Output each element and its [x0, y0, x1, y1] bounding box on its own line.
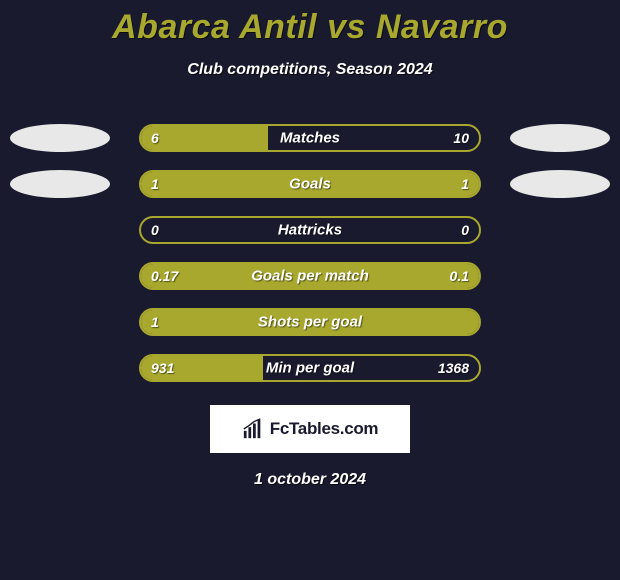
chart-icon [242, 418, 264, 440]
branding-badge: FcTables.com [210, 405, 410, 453]
page-subtitle: Club competitions, Season 2024 [0, 61, 620, 79]
stat-bar-track: Min per goal9311368 [139, 354, 481, 382]
stat-value-right: 1368 [438, 360, 469, 376]
stat-row: Shots per goal1 [0, 299, 620, 345]
stat-row: Goals per match0.170.1 [0, 253, 620, 299]
player-left-ellipse [10, 124, 110, 152]
stat-bar-fill-right [310, 172, 479, 196]
stat-value-right: 10 [453, 130, 469, 146]
stat-bar-track: Shots per goal1 [139, 308, 481, 336]
stat-bar-track: Goals per match0.170.1 [139, 262, 481, 290]
player-right-ellipse [510, 170, 610, 198]
stat-bar-fill-left [141, 172, 310, 196]
page-title: Abarca Antil vs Navarro [0, 0, 620, 47]
stat-bar-track: Matches610 [139, 124, 481, 152]
stat-row: Min per goal9311368 [0, 345, 620, 391]
stat-row: Goals11 [0, 161, 620, 207]
stat-value-left: 0 [151, 222, 159, 238]
stat-bar-fill-left [141, 126, 268, 150]
stat-row: Matches610 [0, 115, 620, 161]
branding-text: FcTables.com [270, 419, 379, 439]
stat-label: Hattricks [141, 222, 479, 239]
comparison-chart: Matches610 Goals11 Hattricks0 0 Goals per ma… [0, 115, 620, 391]
footer-date: 1 october 2024 [0, 471, 620, 489]
stat-bar-fill-right [354, 264, 479, 288]
stat-value-right: 0 [461, 222, 469, 238]
stat-bar-fill-left [141, 356, 263, 380]
stat-bar-track: Hattricks0 0 [139, 216, 481, 244]
player-left-ellipse [10, 170, 110, 198]
stat-bar-fill-left [141, 264, 354, 288]
player-right-ellipse [510, 124, 610, 152]
stat-bar-fill-left [141, 310, 479, 334]
stat-bar-track: Goals11 [139, 170, 481, 198]
stat-row: Hattricks0 0 [0, 207, 620, 253]
